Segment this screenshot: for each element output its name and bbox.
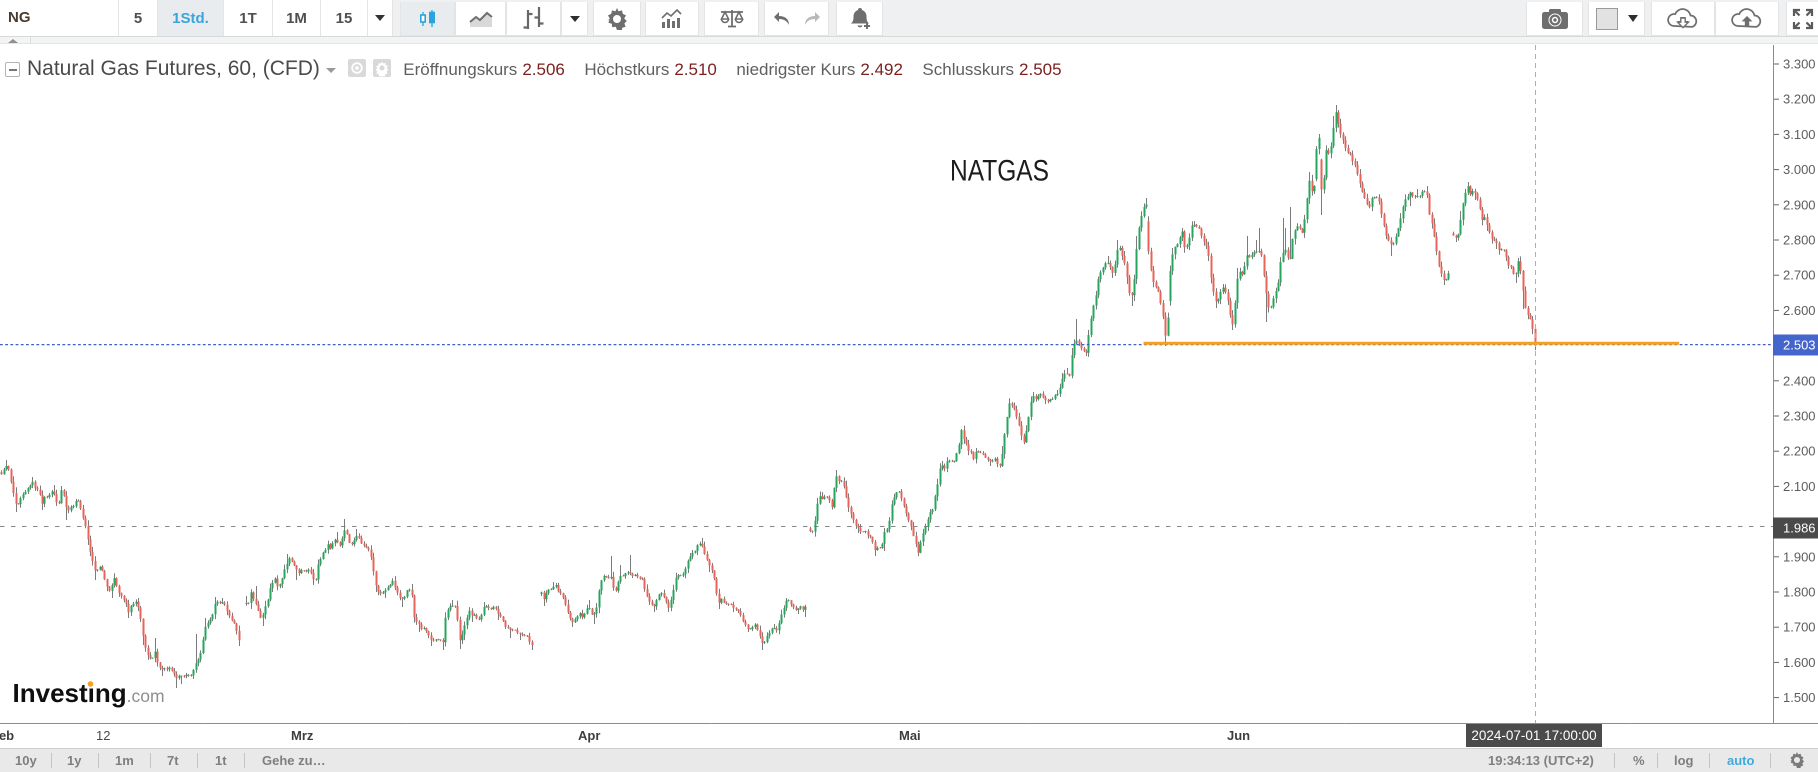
svg-text:NATGAS: NATGAS	[950, 155, 1049, 188]
svg-text:2.400: 2.400	[1783, 373, 1816, 388]
svg-text:1.900: 1.900	[1783, 549, 1816, 564]
svg-text:3.000: 3.000	[1783, 162, 1816, 177]
svg-text:1.986: 1.986	[1783, 520, 1816, 535]
svg-text:2.503: 2.503	[1783, 337, 1816, 352]
svg-text:2.300: 2.300	[1783, 409, 1816, 424]
svg-text:3.300: 3.300	[1783, 57, 1816, 72]
svg-text:3.100: 3.100	[1783, 127, 1816, 142]
svg-text:2.800: 2.800	[1783, 233, 1816, 248]
svg-text:1.500: 1.500	[1783, 690, 1816, 705]
svg-text:2.700: 2.700	[1783, 268, 1816, 283]
svg-text:2.200: 2.200	[1783, 444, 1816, 459]
svg-text:1.800: 1.800	[1783, 585, 1816, 600]
svg-text:2.100: 2.100	[1783, 479, 1816, 494]
svg-text:1.600: 1.600	[1783, 655, 1816, 670]
svg-text:2.600: 2.600	[1783, 303, 1816, 318]
svg-text:1.700: 1.700	[1783, 620, 1816, 635]
svg-text:3.200: 3.200	[1783, 92, 1816, 107]
svg-text:2.900: 2.900	[1783, 197, 1816, 212]
